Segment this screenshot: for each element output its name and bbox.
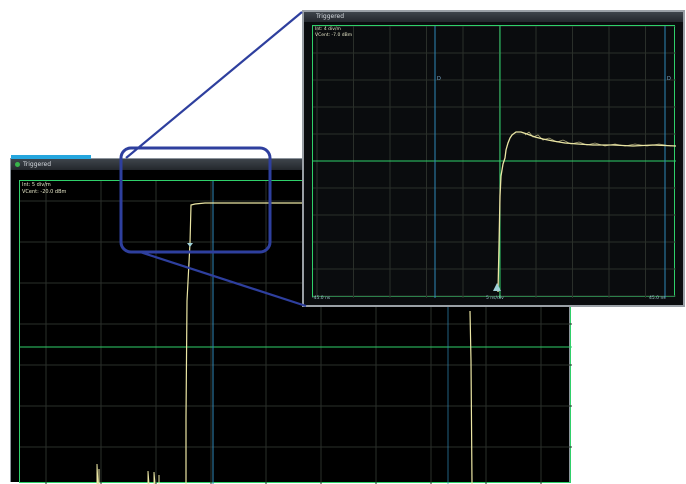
zoom-title: Triggered bbox=[316, 13, 345, 20]
zoom-cursor-label-2: D bbox=[667, 76, 671, 82]
trigger-arrow-icon bbox=[493, 283, 501, 291]
title-accent-bar bbox=[11, 155, 91, 159]
main-readout-line2: VCent: -20.0 dBm bbox=[22, 189, 67, 195]
zoom-readout-line2: VCent: -7.0 dBm bbox=[315, 33, 353, 38]
zoom-axis-left: -45.0 ns bbox=[312, 296, 331, 301]
zoom-axis-center: 5 ns/div bbox=[486, 296, 504, 301]
zoom-readout: Int: 4 div/m VCent: -7.0 dBm bbox=[315, 27, 352, 39]
green-dot-icon bbox=[15, 161, 20, 167]
main-title: Triggered bbox=[23, 161, 52, 168]
zoom-readout-line1: Int: 4 div/m bbox=[315, 27, 341, 32]
main-titlebar: Triggered bbox=[11, 159, 569, 170]
zoom-waveform-trace bbox=[497, 131, 676, 293]
zoom-trace-plot bbox=[313, 26, 676, 298]
zoom-titlebar: Triggered bbox=[304, 12, 683, 22]
main-readout-line1: Int: 5 div/m bbox=[22, 182, 51, 188]
trigger-marker-icon bbox=[187, 243, 193, 247]
zoom-axis-right: 45.0 ns bbox=[649, 296, 666, 301]
main-readout: Int: 5 div/m VCent: -20.0 dBm bbox=[22, 182, 66, 196]
noise-spikes-trace bbox=[96, 463, 160, 484]
callout-line-top bbox=[125, 11, 303, 159]
zoom-axis-readout: -45.0 ns 5 ns/div 45.0 ns bbox=[304, 295, 683, 303]
zoom-waveform-noise bbox=[524, 131, 672, 147]
zoomed-measurement-window: Triggered Int: 4 div/m VCent: -7.0 dBm D… bbox=[302, 10, 685, 307]
zoom-plot-area[interactable]: Int: 4 div/m VCent: -7.0 dBm D D bbox=[312, 25, 676, 298]
zoom-cursor-label: D bbox=[437, 76, 441, 82]
